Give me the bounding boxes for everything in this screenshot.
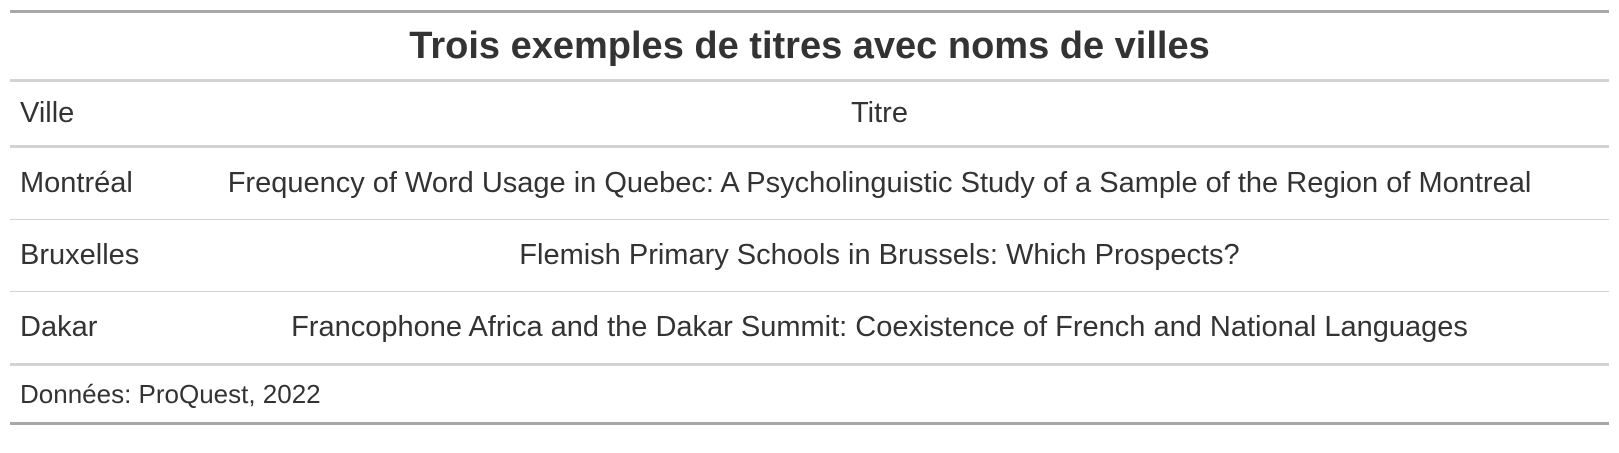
cell-titre: Frequency of Word Usage in Quebec: A Psy… xyxy=(150,146,1609,220)
table-title: Trois exemples de titres avec noms de vi… xyxy=(10,11,1609,82)
cell-titre: Flemish Primary Schools in Brussels: Whi… xyxy=(150,219,1609,292)
cell-ville: Dakar xyxy=(10,291,150,366)
data-table: Trois exemples de titres avec noms de vi… xyxy=(10,10,1609,425)
footer-row: Données: ProQuest, 2022 xyxy=(10,365,1609,424)
table-container: Trois exemples de titres avec noms de vi… xyxy=(10,10,1609,425)
table-row: Dakar Francophone Africa and the Dakar S… xyxy=(10,291,1609,366)
header-row: Ville Titre xyxy=(10,80,1609,148)
cell-ville: Montréal xyxy=(10,146,150,220)
table-row: Bruxelles Flemish Primary Schools in Bru… xyxy=(10,219,1609,292)
column-header-titre: Titre xyxy=(150,80,1609,148)
table-row: Montréal Frequency of Word Usage in Queb… xyxy=(10,146,1609,220)
source-note: Données: ProQuest, 2022 xyxy=(20,378,321,409)
cell-ville: Bruxelles xyxy=(10,219,150,292)
title-row: Trois exemples de titres avec noms de vi… xyxy=(10,11,1609,82)
cell-titre: Francophone Africa and the Dakar Summit:… xyxy=(150,291,1609,366)
column-header-ville: Ville xyxy=(10,80,150,148)
